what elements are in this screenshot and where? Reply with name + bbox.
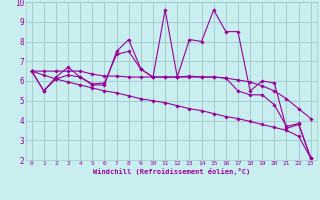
X-axis label: Windchill (Refroidissement éolien,°C): Windchill (Refroidissement éolien,°C) xyxy=(92,168,250,175)
